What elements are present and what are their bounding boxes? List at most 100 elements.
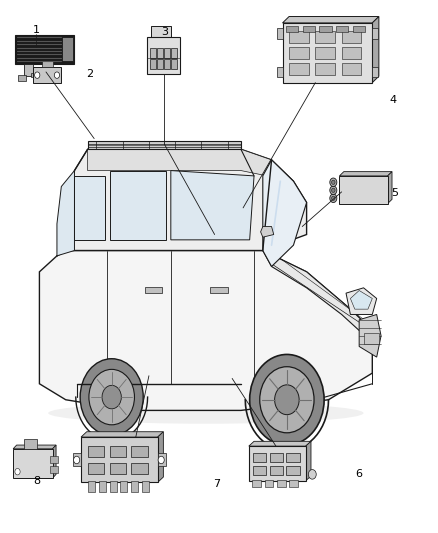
Circle shape [308, 470, 316, 479]
Bar [289, 47, 309, 59]
Polygon shape [15, 35, 74, 64]
Bar [120, 481, 127, 492]
Text: 7: 7 [213, 479, 220, 489]
Circle shape [332, 196, 335, 200]
Bar [50, 456, 58, 463]
Bar [110, 446, 126, 457]
Polygon shape [13, 449, 53, 478]
Polygon shape [39, 251, 372, 410]
Bar [99, 481, 106, 492]
Bar [157, 48, 163, 58]
Bar [372, 28, 378, 39]
Bar [289, 480, 298, 487]
Polygon shape [158, 432, 163, 482]
Polygon shape [372, 17, 379, 83]
Bar [342, 63, 361, 75]
Text: 2: 2 [86, 69, 93, 78]
Bar [319, 26, 332, 32]
Circle shape [80, 359, 143, 435]
Ellipse shape [48, 402, 364, 424]
Polygon shape [81, 437, 158, 482]
Bar [265, 480, 273, 487]
Bar [164, 48, 170, 58]
Circle shape [332, 188, 335, 192]
Polygon shape [359, 314, 381, 357]
Bar [131, 481, 138, 492]
Polygon shape [110, 171, 166, 240]
Bar [253, 466, 266, 475]
Polygon shape [74, 176, 105, 240]
Bar [50, 466, 58, 473]
Bar [342, 47, 361, 59]
Circle shape [330, 194, 337, 203]
Circle shape [102, 385, 121, 409]
Text: 5: 5 [391, 189, 398, 198]
Bar [88, 446, 104, 457]
Circle shape [330, 178, 337, 187]
Bar [110, 463, 126, 474]
Bar [142, 481, 149, 492]
Bar [171, 59, 177, 69]
Bar [315, 47, 335, 59]
Circle shape [15, 469, 20, 475]
Text: 6: 6 [356, 469, 363, 479]
Polygon shape [263, 251, 372, 330]
Bar [277, 28, 283, 39]
Bar [131, 446, 148, 457]
Circle shape [275, 385, 299, 415]
Polygon shape [81, 432, 163, 437]
Polygon shape [57, 149, 307, 256]
Bar [286, 26, 298, 32]
Circle shape [89, 369, 134, 425]
Bar [150, 59, 156, 69]
Text: 8: 8 [33, 476, 40, 486]
Circle shape [158, 456, 164, 464]
Bar [277, 67, 283, 77]
Bar [315, 63, 335, 75]
Bar [73, 453, 81, 466]
Bar [62, 37, 73, 61]
Polygon shape [283, 23, 372, 83]
Bar [342, 31, 361, 43]
Bar [252, 480, 261, 487]
Bar [171, 48, 177, 58]
Bar [157, 59, 163, 69]
Polygon shape [339, 172, 392, 176]
Circle shape [332, 180, 335, 184]
Bar [277, 480, 286, 487]
Circle shape [250, 354, 324, 445]
Bar [315, 31, 335, 43]
Circle shape [74, 456, 80, 464]
Circle shape [260, 367, 314, 433]
Bar [210, 287, 228, 293]
Bar [110, 481, 117, 492]
Polygon shape [24, 64, 33, 76]
Bar [253, 453, 266, 462]
Bar [31, 73, 37, 77]
Bar [42, 61, 53, 67]
Bar [364, 333, 379, 344]
Text: 1: 1 [33, 25, 40, 35]
Bar [18, 75, 26, 81]
Polygon shape [53, 445, 56, 478]
Text: 3: 3 [161, 27, 168, 37]
Bar [289, 31, 309, 43]
Polygon shape [33, 67, 61, 83]
Circle shape [35, 72, 40, 78]
Bar [286, 453, 300, 462]
Text: 4: 4 [389, 95, 396, 105]
Bar [164, 59, 170, 69]
Bar [158, 453, 166, 466]
Polygon shape [283, 17, 379, 23]
Bar [289, 63, 309, 75]
Circle shape [54, 72, 60, 78]
Circle shape [330, 186, 337, 195]
Bar [145, 287, 162, 293]
Bar [270, 466, 283, 475]
Polygon shape [263, 160, 307, 266]
Polygon shape [388, 172, 392, 204]
Polygon shape [249, 446, 306, 481]
Polygon shape [13, 445, 56, 449]
Polygon shape [339, 176, 388, 204]
Polygon shape [88, 149, 293, 181]
